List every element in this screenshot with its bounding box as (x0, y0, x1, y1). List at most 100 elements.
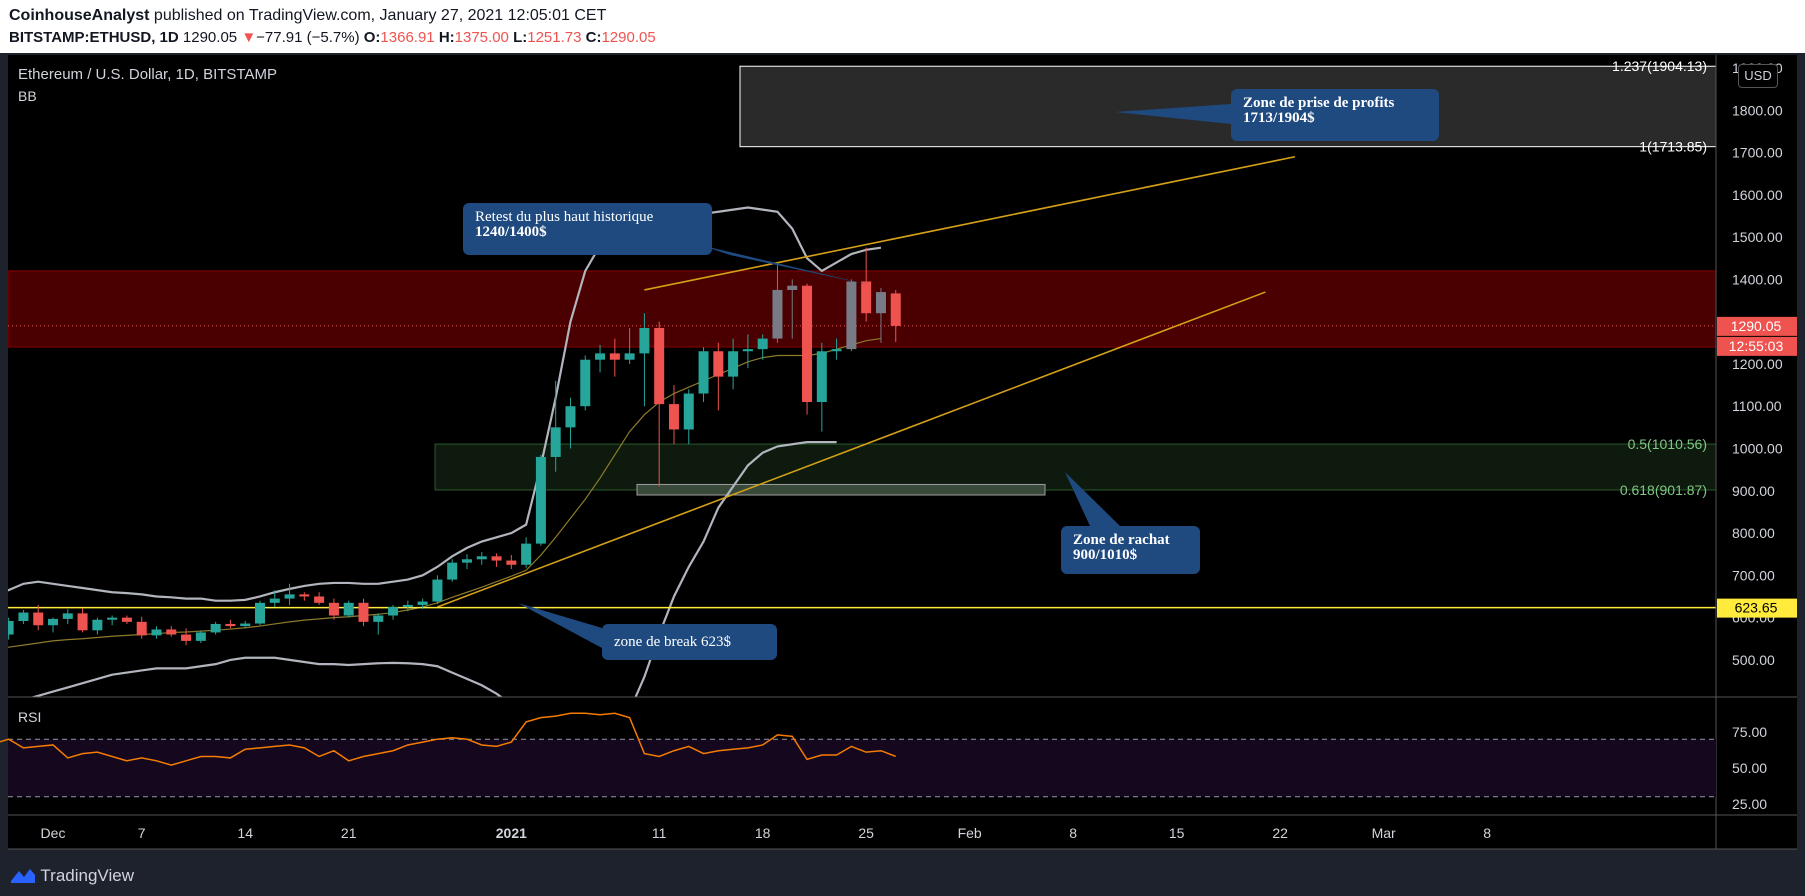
candle-body (521, 543, 532, 565)
close-label: C: (585, 29, 602, 46)
countdown-tag: 12:55:03 (1729, 338, 1784, 354)
price-axis-bg (1716, 55, 1797, 849)
support-price-tag: 623.65 (1735, 600, 1778, 616)
fib-level-label: 1(1713.85) (1639, 139, 1707, 155)
candle-body (92, 619, 103, 631)
candle (8, 617, 14, 640)
candle-body (875, 292, 886, 314)
candle-body (358, 602, 369, 622)
time-tick-label: 14 (237, 825, 253, 841)
close-value: 1290.05 (601, 29, 656, 46)
time-tick-label: 8 (1483, 825, 1491, 841)
last-price-tag: 1290.05 (1731, 318, 1782, 334)
candle (77, 608, 88, 633)
candle (343, 600, 354, 618)
open-label: O: (363, 29, 381, 46)
countdown-tag-bg (1717, 336, 1797, 356)
price-tick-label: 900.00 (1732, 483, 1775, 499)
callout-retest-pointer (700, 245, 870, 285)
support-price-tag-bg (1717, 598, 1797, 618)
candle-body (254, 602, 265, 624)
candle-body (195, 632, 206, 641)
time-tick-label: 8 (1069, 825, 1077, 841)
time-tick-label: 15 (1169, 825, 1185, 841)
price-tick-label: 1000.00 (1732, 441, 1783, 457)
candle-body (151, 629, 162, 636)
price-tick-label: 1400.00 (1732, 271, 1783, 287)
callout-buy-pointer (1065, 472, 1120, 526)
candle (491, 553, 502, 567)
rsi-line (0, 712, 897, 766)
currency-button[interactable]: USD (1738, 64, 1778, 88)
candle-body (77, 613, 88, 631)
rsi-indicator-label[interactable]: RSI (18, 709, 42, 725)
candle-body (654, 328, 665, 405)
candle-body (757, 338, 768, 350)
candle-body (136, 621, 147, 636)
candle-body (121, 617, 132, 622)
fib-level-label: 1.237(1904.13) (1612, 58, 1707, 74)
callout-buy-title: Zone de rachat (1073, 532, 1170, 548)
candle (62, 609, 73, 624)
candle (432, 575, 443, 605)
candle-body (683, 393, 694, 430)
candle (388, 604, 399, 620)
change-arrow-icon: ▼ (241, 29, 257, 46)
fib-level-label: 0.618(901.87) (1620, 482, 1707, 498)
candle-body (772, 289, 783, 339)
tradingview-brand-text: TradingView (40, 866, 134, 885)
candle (624, 328, 635, 364)
candle (521, 537, 532, 568)
candle-body (506, 560, 517, 565)
candle (535, 454, 546, 546)
publish-line: CoinhouseAnalyst published on TradingVie… (9, 7, 606, 25)
candle-body (432, 579, 443, 602)
candle-body (461, 559, 472, 563)
low-value: 1251.73 (527, 29, 582, 46)
candle-body (787, 285, 798, 290)
tradingview-brand[interactable]: TradingView (10, 866, 134, 886)
candle (609, 338, 620, 377)
bb-indicator-label[interactable]: BB (18, 88, 37, 104)
candle (550, 380, 561, 472)
author-name[interactable]: CoinhouseAnalyst (9, 7, 150, 24)
candle-body (802, 285, 813, 402)
candle-body (595, 353, 606, 360)
candle (136, 616, 147, 639)
candle-body (166, 629, 177, 635)
candle (757, 334, 768, 360)
candle (18, 610, 29, 624)
candle (831, 338, 842, 360)
candle-body (18, 612, 29, 622)
candle (595, 344, 606, 373)
last-price-tag-bg (1717, 316, 1797, 336)
bb-upper-line (8, 206, 882, 602)
candle-body (388, 607, 399, 616)
candle (373, 613, 384, 635)
candle (639, 313, 650, 407)
callout-profit-zone: Zone de prise de profits 1713/1904$ (1231, 89, 1439, 141)
callout-breakout: zone de break 623$ (602, 624, 777, 660)
candle (461, 554, 472, 569)
candle (151, 626, 162, 639)
candle-body (816, 351, 827, 402)
time-tick-label: Dec (41, 825, 66, 841)
candle-body (402, 604, 413, 608)
candle (195, 630, 206, 643)
candle (802, 283, 813, 415)
trendline-2 (437, 291, 1266, 608)
time-tick-label: 25 (858, 825, 874, 841)
price-tick-label: 1600.00 (1732, 187, 1783, 203)
candle (565, 397, 576, 449)
candle-body (417, 601, 428, 605)
open-value: 1366.91 (380, 29, 435, 46)
buy-zone-box (636, 483, 1046, 496)
candle (654, 321, 665, 487)
candle (121, 615, 132, 624)
rsi-band (8, 739, 1716, 797)
last-price: 1290.05 (182, 29, 238, 46)
time-tick-label: 21 (341, 825, 357, 841)
candle-body (565, 406, 576, 428)
candle (580, 355, 591, 411)
